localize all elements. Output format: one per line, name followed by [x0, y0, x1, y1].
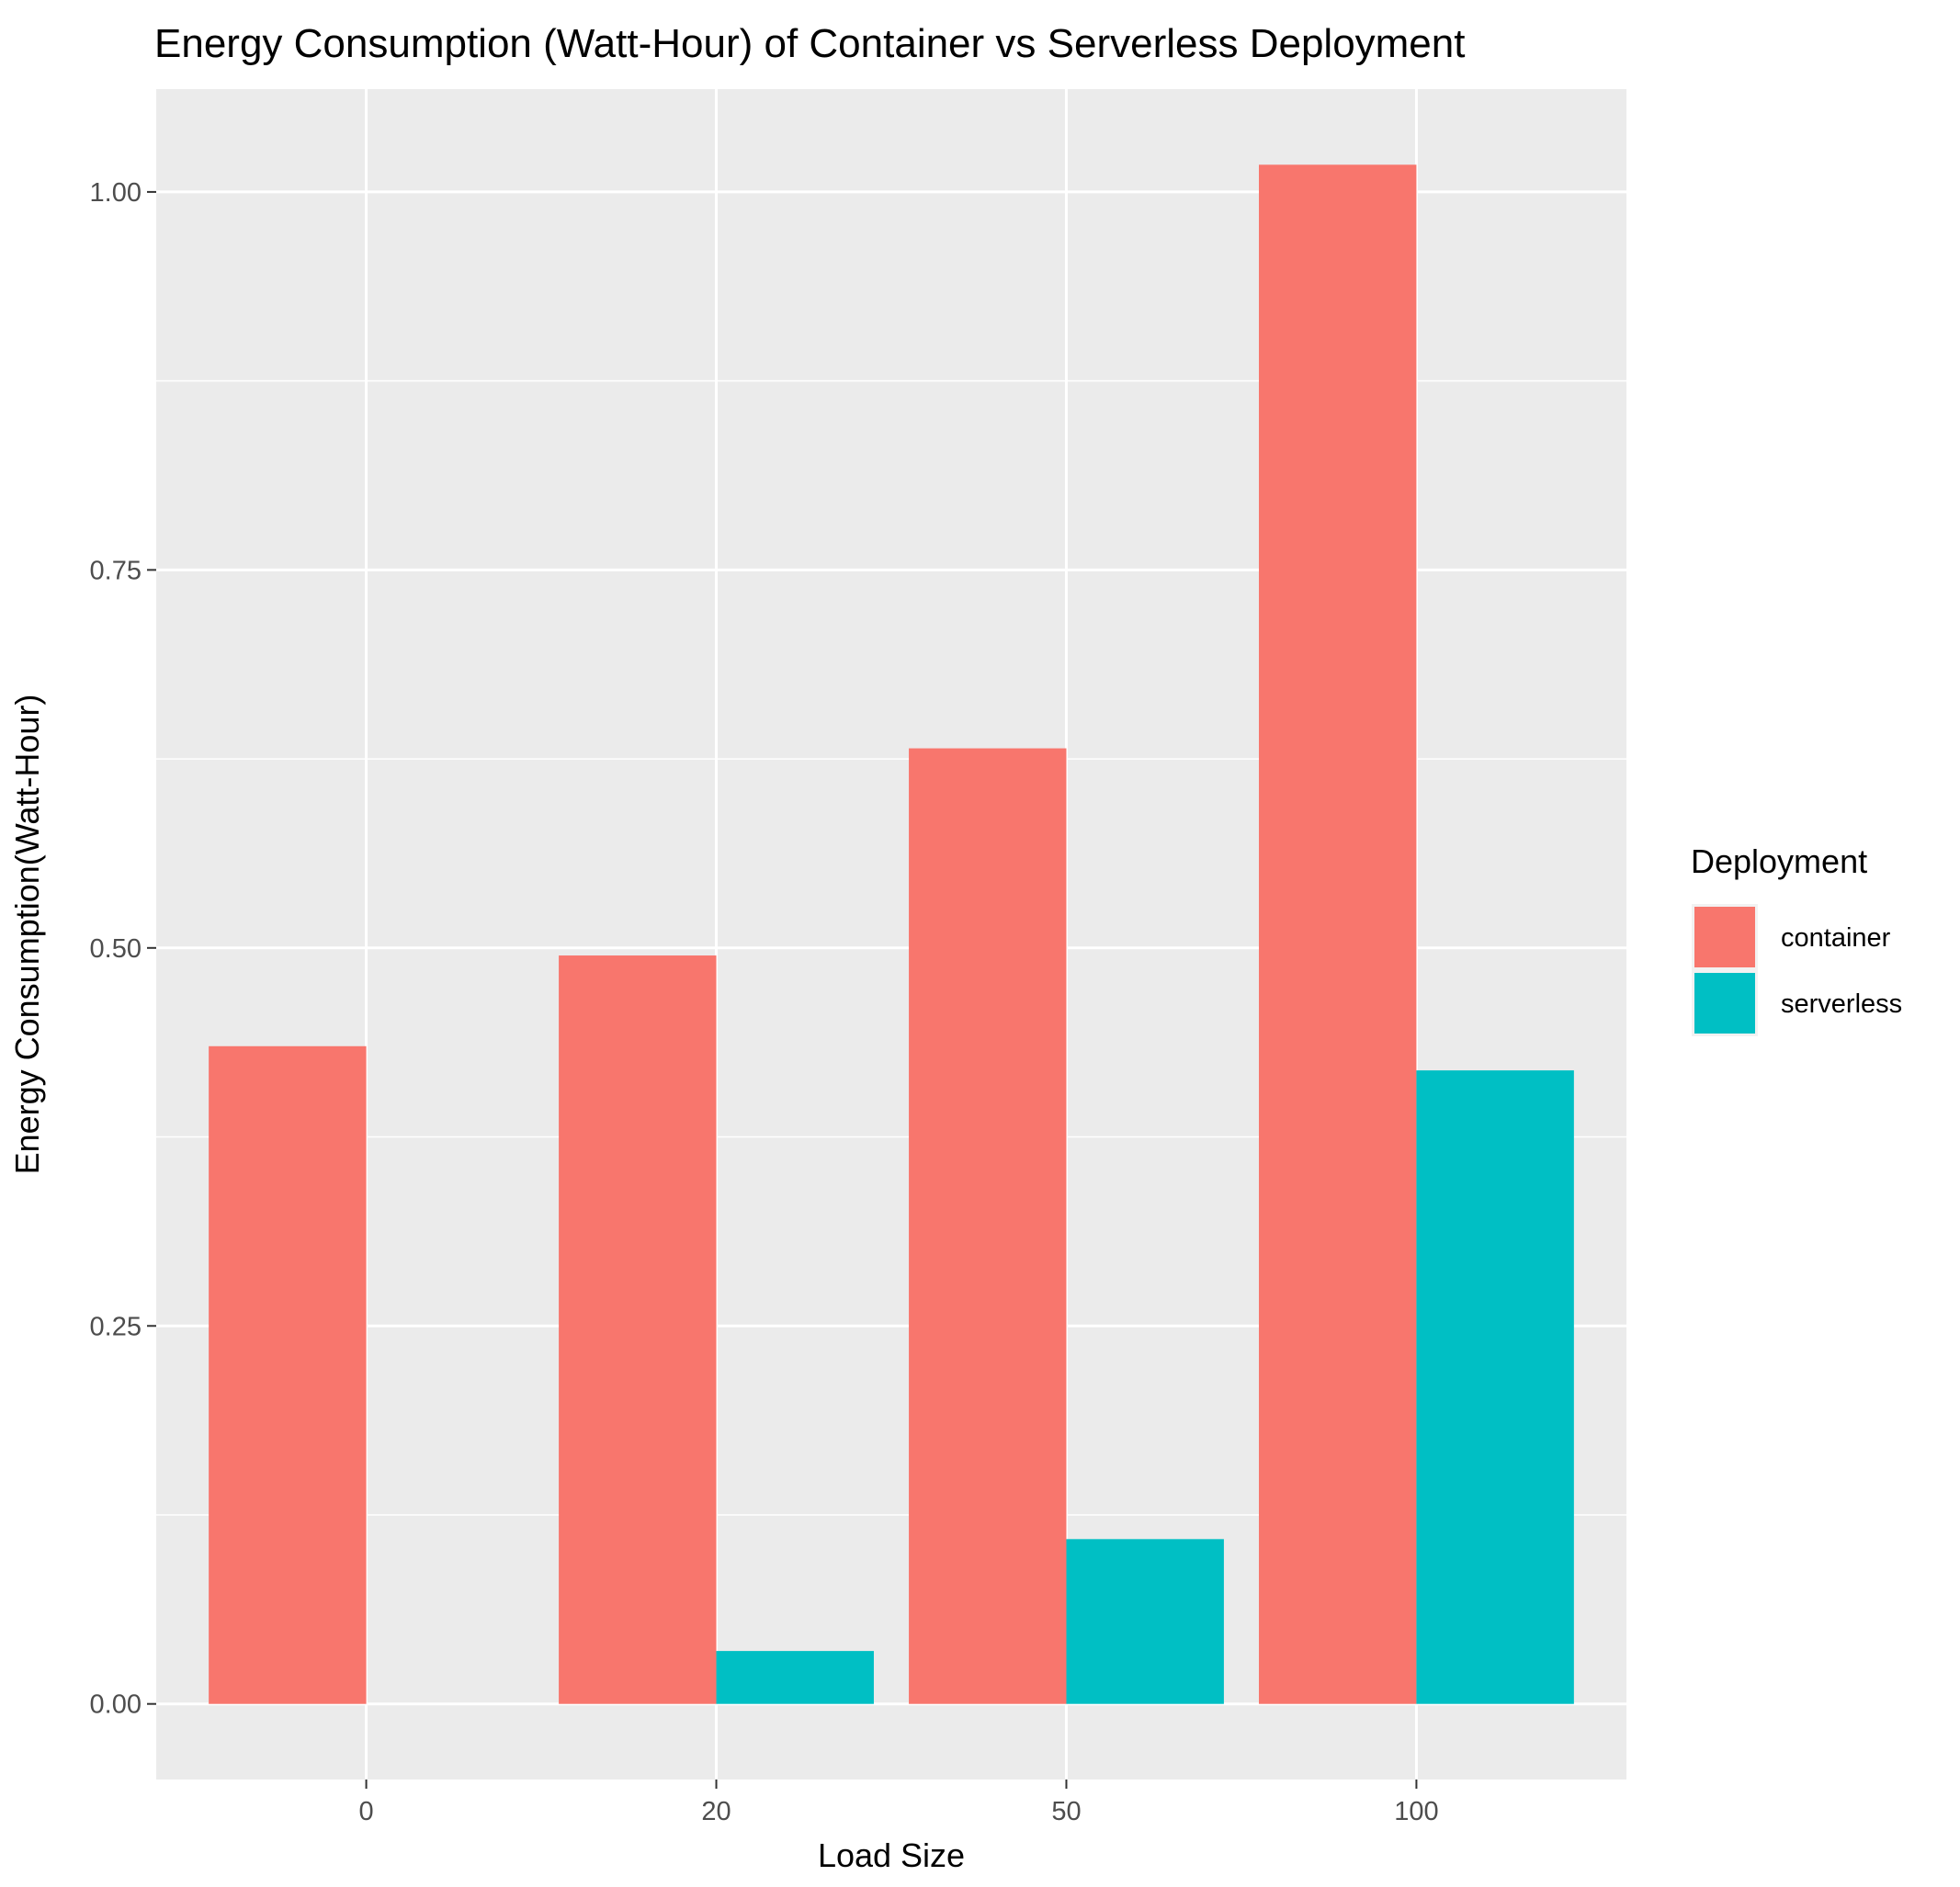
bars [209, 164, 1574, 1704]
x-axis-title: Load Size [818, 1836, 965, 1874]
bar-container-50 [909, 748, 1067, 1704]
y-tick-label: 0.75 [90, 556, 142, 585]
bar-container-100 [1259, 164, 1417, 1704]
x-tick-label: 100 [1394, 1797, 1438, 1826]
y-tick-label: 1.00 [90, 178, 142, 208]
y-tick-label: 0.00 [90, 1690, 142, 1720]
x-tick-label: 50 [1051, 1797, 1081, 1826]
y-tick-label: 0.25 [90, 1312, 142, 1341]
y-axis-title: Energy Consumption(Watt-Hour) [8, 695, 46, 1175]
legend-swatch-container [1694, 907, 1755, 967]
bar-container-0 [209, 1045, 367, 1704]
x-axis: 0 20 50 100 [359, 1780, 1439, 1826]
legend: Deployment container serverless [1691, 842, 1902, 1036]
bar-serverless-50 [1066, 1539, 1224, 1704]
x-tick-label: 20 [701, 1797, 731, 1826]
bar-container-20 [559, 955, 717, 1704]
bar-serverless-20 [716, 1651, 874, 1704]
legend-label-container: container [1781, 923, 1891, 953]
x-tick-label: 0 [359, 1797, 374, 1826]
legend-label-serverless: serverless [1781, 989, 1902, 1019]
chart-title: Energy Consumption (Watt-Hour) of Contai… [154, 21, 1465, 66]
legend-swatch-serverless [1694, 973, 1755, 1034]
bar-serverless-100 [1416, 1070, 1574, 1704]
y-tick-label: 0.50 [90, 934, 142, 964]
legend-title: Deployment [1691, 842, 1867, 880]
y-axis: 0.00 0.25 0.50 0.75 1.00 [90, 178, 156, 1720]
